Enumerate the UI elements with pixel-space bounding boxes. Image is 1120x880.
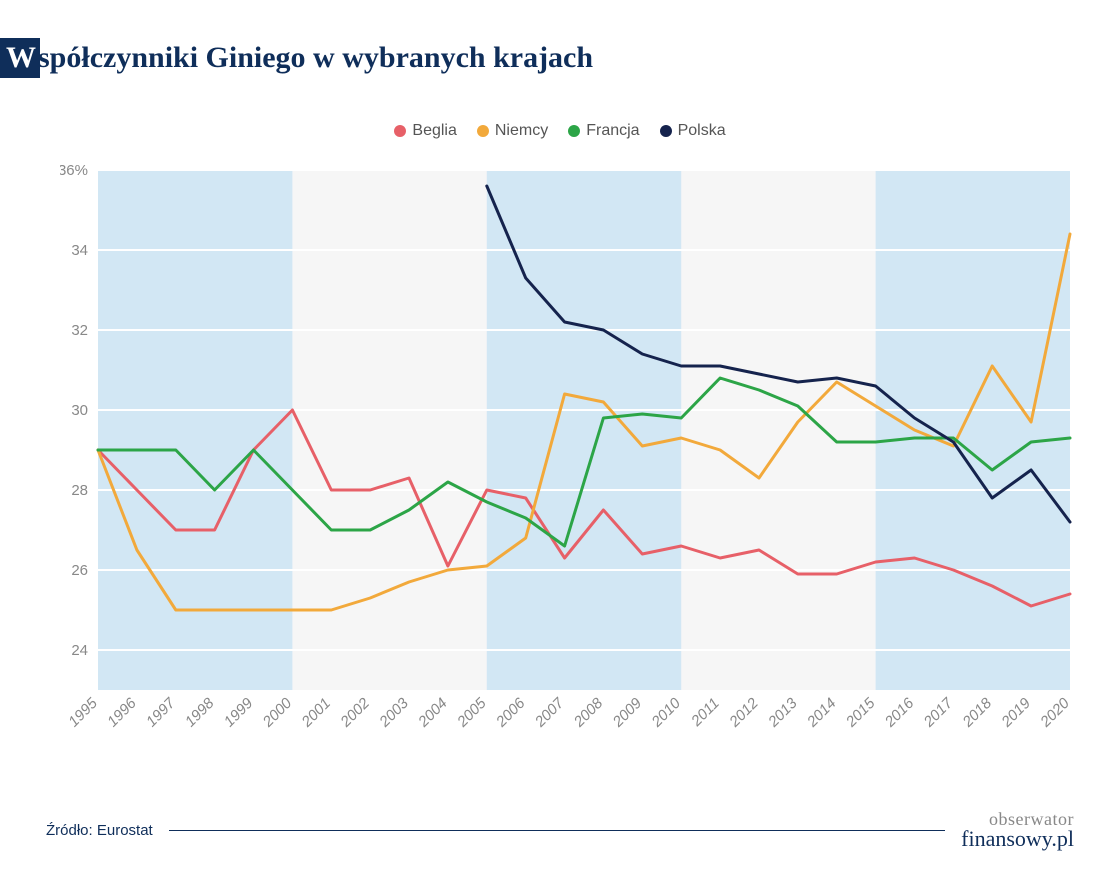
svg-text:2014: 2014 <box>803 695 839 731</box>
chart-svg: 24262830323436%1995199619971998199920002… <box>60 150 1080 770</box>
svg-text:2007: 2007 <box>531 694 568 731</box>
svg-text:26: 26 <box>71 562 88 579</box>
svg-text:1998: 1998 <box>182 694 218 730</box>
footer-divider <box>169 830 945 831</box>
svg-text:2000: 2000 <box>259 694 296 731</box>
svg-text:1999: 1999 <box>221 694 257 730</box>
legend-dot-icon <box>568 125 580 137</box>
svg-text:36%: 36% <box>60 162 88 179</box>
legend-item: Beglia <box>394 122 456 140</box>
source-label: Źródło: Eurostat <box>46 822 153 839</box>
chart-title-bar: Współczynniki Giniego w wybranych krajac… <box>0 38 593 78</box>
legend-item: Francja <box>568 122 639 140</box>
svg-text:2009: 2009 <box>609 694 646 731</box>
svg-text:2017: 2017 <box>920 694 957 731</box>
svg-text:2005: 2005 <box>453 694 490 731</box>
svg-text:34: 34 <box>71 242 88 259</box>
chart-legend: Beglia Niemcy Francja Polska <box>0 122 1120 142</box>
logo-line-2: finansowy.pl <box>961 828 1074 850</box>
legend-item: Polska <box>660 122 726 140</box>
legend-label: Polska <box>678 122 726 140</box>
brand-logo: obserwator finansowy.pl <box>961 810 1074 850</box>
svg-text:2019: 2019 <box>998 694 1035 731</box>
svg-text:28: 28 <box>71 482 88 499</box>
svg-text:2010: 2010 <box>648 694 685 731</box>
svg-text:1997: 1997 <box>143 694 179 730</box>
svg-text:2011: 2011 <box>687 695 723 731</box>
svg-text:2001: 2001 <box>298 695 334 731</box>
legend-dot-icon <box>477 125 489 137</box>
svg-text:2020: 2020 <box>1037 694 1074 731</box>
svg-text:1996: 1996 <box>104 694 140 730</box>
chart-footer: Źródło: Eurostat obserwator finansowy.pl <box>46 810 1074 850</box>
svg-text:24: 24 <box>71 642 88 659</box>
svg-text:2016: 2016 <box>881 694 918 731</box>
svg-text:2018: 2018 <box>959 694 996 731</box>
legend-dot-icon <box>394 125 406 137</box>
svg-text:2003: 2003 <box>376 694 413 731</box>
svg-text:30: 30 <box>71 402 88 419</box>
title-first-letter: W <box>0 39 38 76</box>
legend-label: Niemcy <box>495 122 548 140</box>
svg-text:32: 32 <box>71 322 88 339</box>
legend-dot-icon <box>660 125 672 137</box>
svg-text:2008: 2008 <box>570 694 607 731</box>
legend-label: Beglia <box>412 122 456 140</box>
svg-text:2004: 2004 <box>414 695 450 731</box>
svg-text:2012: 2012 <box>725 694 762 731</box>
legend-label: Francja <box>586 122 639 140</box>
svg-text:2013: 2013 <box>764 694 801 731</box>
chart-plot-area: 24262830323436%1995199619971998199920002… <box>60 150 1080 720</box>
svg-text:2015: 2015 <box>842 694 879 731</box>
legend-item: Niemcy <box>477 122 548 140</box>
svg-text:2006: 2006 <box>492 694 529 731</box>
svg-text:1995: 1995 <box>65 694 101 730</box>
title-rest: spółczynniki Giniego w wybranych krajach <box>38 41 593 74</box>
svg-text:2002: 2002 <box>337 694 374 731</box>
chart-title: Współczynniki Giniego w wybranych krajac… <box>40 41 593 75</box>
